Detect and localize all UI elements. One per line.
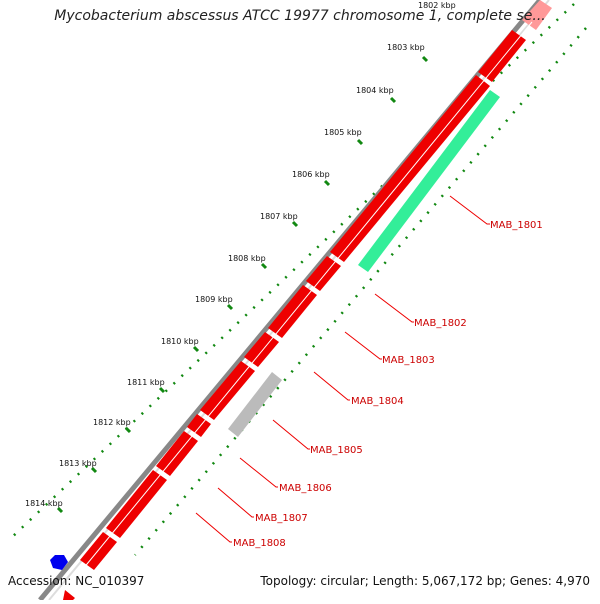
strand-divider: [77, 21, 533, 576]
gene-block[interactable]: [80, 532, 117, 570]
feature-blue[interactable]: [50, 555, 68, 570]
gene-label[interactable]: MAB_1806: [279, 483, 332, 494]
ruler-label: 1812 kbp: [93, 418, 131, 427]
gene-label[interactable]: MAB_1802: [414, 318, 467, 329]
sequence-title: Mycobacterium abscessus ATCC 19977 chrom…: [54, 8, 546, 24]
gene-mab-1801[interactable]: [358, 90, 500, 272]
gene-block[interactable]: [478, 30, 526, 82]
ruler-label: 1813 kbp: [59, 459, 97, 468]
gene-label[interactable]: MAB_1803: [382, 355, 435, 366]
gene-label[interactable]: MAB_1808: [233, 538, 286, 549]
ruler-label: 1805 kbp: [324, 128, 362, 137]
ruler-label: 1802 kbp: [418, 1, 456, 10]
ruler-label: 1811 kbp: [127, 378, 165, 387]
inner-ruler: [134, 27, 587, 556]
gene-track-forward[interactable]: [63, 0, 552, 600]
ruler-label: 1810 kbp: [161, 337, 199, 346]
ruler-label: 1807 kbp: [260, 212, 298, 221]
gene-block[interactable]: [63, 590, 75, 600]
ruler-label: 1814 kbp: [25, 499, 63, 508]
ruler-label: 1806 kbp: [292, 170, 330, 179]
ruler-labels: 1802 kbp 1803 kbp 1804 kbp 1805 kbp 1806…: [25, 1, 456, 508]
accession-text: Accession: NC_010397: [8, 574, 145, 588]
ruler-label: 1808 kbp: [228, 254, 266, 263]
ruler-label: 1803 kbp: [387, 43, 425, 52]
gene-labels: MAB_1801 MAB_1802 MAB_1803 MAB_1804 MAB_…: [233, 220, 543, 549]
gene-mab-1805[interactable]: [228, 372, 282, 437]
gene-label[interactable]: MAB_1805: [310, 445, 363, 456]
gene-label[interactable]: MAB_1801: [490, 220, 543, 231]
ruler-label: 1804 kbp: [356, 86, 394, 95]
ruler-label: 1809 kbp: [195, 295, 233, 304]
gene-label[interactable]: MAB_1807: [255, 513, 308, 524]
outer-ruler-ticks: [56, 55, 429, 514]
topology-summary: Topology: circular; Length: 5,067,172 bp…: [260, 574, 590, 588]
gene-label[interactable]: MAB_1804: [351, 396, 404, 407]
gene-label-leaders: [195, 195, 490, 543]
gene-block[interactable]: [522, 0, 552, 30]
